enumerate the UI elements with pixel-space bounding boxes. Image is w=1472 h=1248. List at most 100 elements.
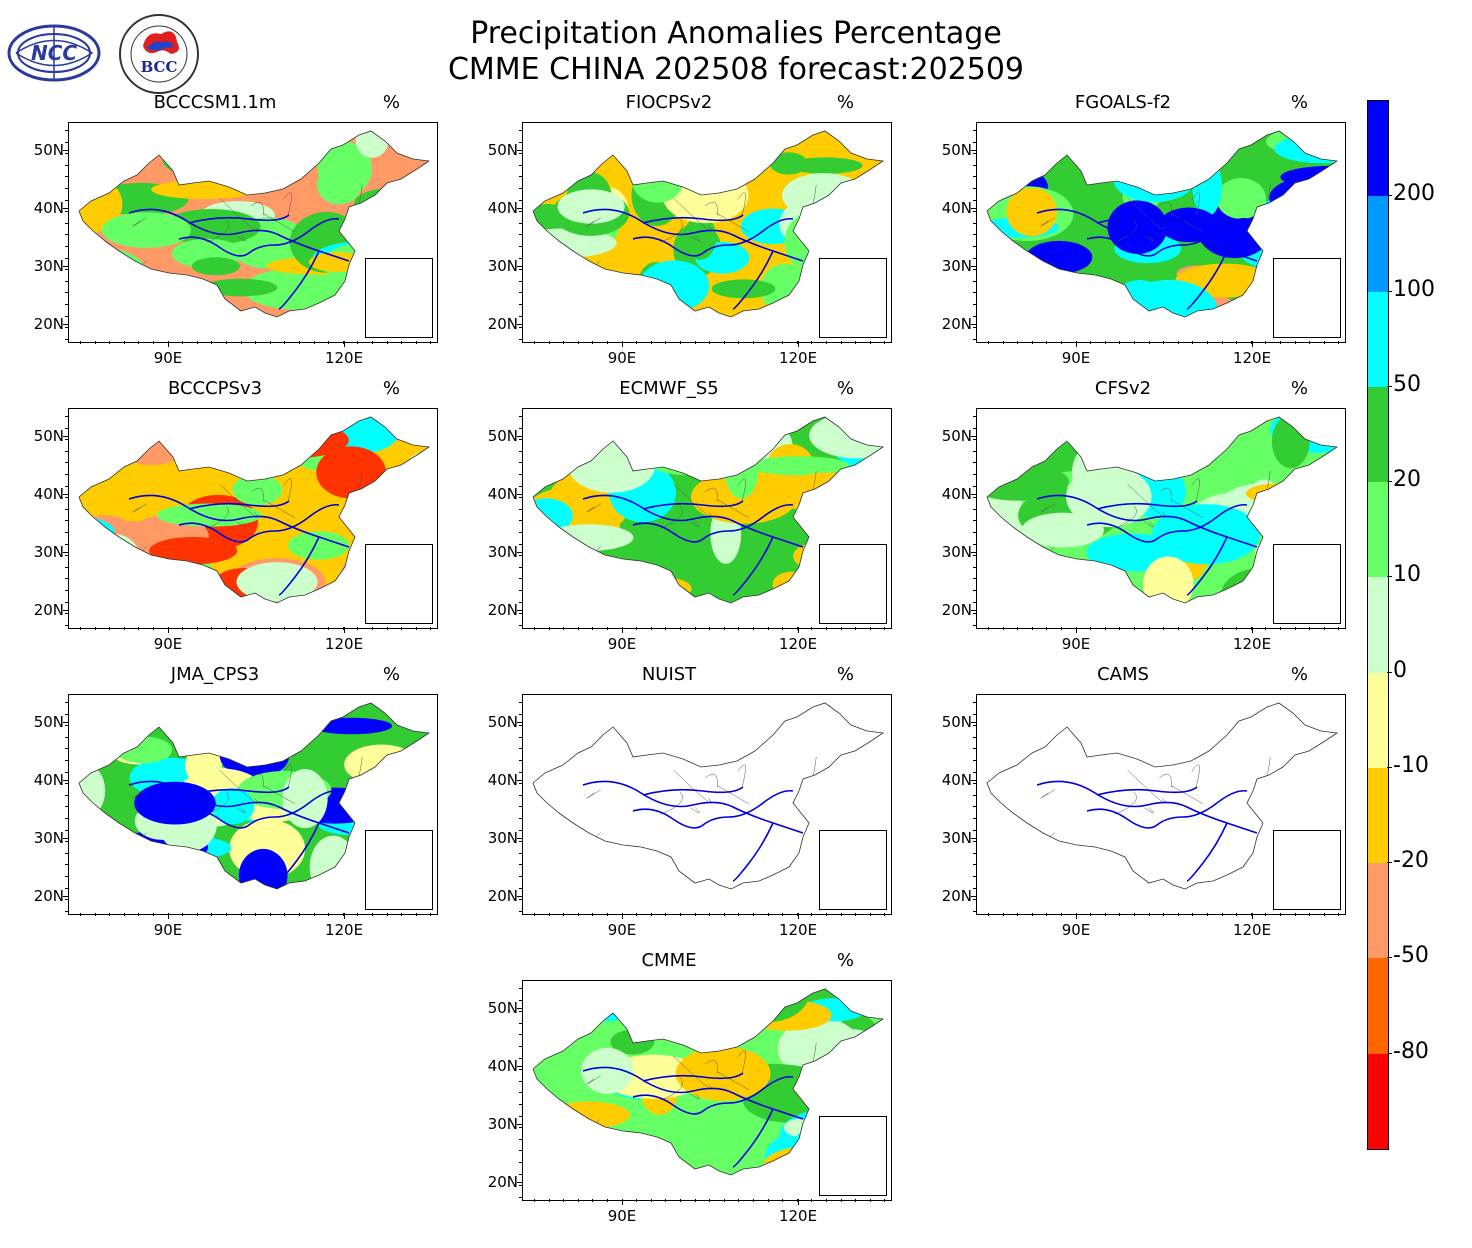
x-tick-label: 90E — [1061, 921, 1091, 939]
river-line — [178, 217, 340, 257]
river-line — [188, 786, 290, 796]
map-frame — [976, 694, 1346, 915]
y-tick-label: 30N — [487, 257, 518, 275]
panel-title: JMA_CPS3 — [170, 664, 260, 685]
svg-text:BCC: BCC — [141, 58, 178, 76]
y-tick-label: 50N — [487, 141, 518, 159]
x-tick-label: 120E — [324, 921, 364, 939]
country-border — [986, 416, 1339, 604]
colorbar-segment — [1368, 863, 1388, 959]
river-line — [1086, 789, 1248, 829]
colorbar-segment — [1368, 101, 1388, 197]
y-tick-label: 40N — [487, 1057, 518, 1075]
x-tick-label: 90E — [1061, 349, 1091, 367]
y-tick-label: 20N — [487, 601, 518, 619]
panel-title: BCCCPSv3 — [167, 378, 263, 399]
colorbar-segment — [1368, 386, 1388, 483]
y-tick-label: 30N — [33, 257, 64, 275]
country-border — [78, 702, 431, 890]
map-frame — [68, 408, 438, 629]
south-china-sea-inset — [819, 1116, 887, 1196]
map-frame — [68, 694, 438, 915]
colorbar-segment — [1368, 767, 1388, 864]
colorbar-label: -10 — [1393, 752, 1429, 778]
map-panel: NUIST% 50N 40N 30N 20N 90E 120E — [484, 664, 892, 939]
china-map — [78, 702, 431, 890]
country-border — [532, 988, 885, 1176]
y-tick-label: 40N — [33, 485, 64, 503]
country-border — [532, 702, 885, 890]
colorbar-segment — [1368, 672, 1388, 769]
y-tick-label: 50N — [487, 427, 518, 445]
x-tick-label: 120E — [1232, 349, 1272, 367]
south-china-sea-inset — [365, 258, 433, 338]
country-border — [986, 130, 1339, 318]
panel-unit: % — [1290, 378, 1308, 399]
y-tick-label: 20N — [33, 601, 64, 619]
panel-unit: % — [836, 664, 854, 685]
map-frame — [522, 980, 892, 1201]
map-panel: JMA_CPS3% 50N 40N 30N 20N 90E 120E — [30, 664, 438, 939]
x-tick-label: 120E — [1232, 635, 1272, 653]
river-line — [1096, 786, 1198, 796]
colorbar-segment — [1368, 291, 1388, 388]
map-panel: BCCCSM1.1m% 50N 40N 30N 20N 90E 120E — [30, 92, 438, 367]
river-line — [278, 250, 320, 310]
china-map — [986, 702, 1339, 890]
colorbar-label: 100 — [1393, 276, 1435, 302]
x-tick-label: 90E — [607, 635, 637, 653]
map-frame — [976, 408, 1346, 629]
map-frame — [976, 122, 1346, 343]
y-tick-label: 30N — [33, 829, 64, 847]
river-line — [642, 214, 744, 224]
river-line — [582, 494, 804, 548]
china-map — [78, 130, 431, 318]
map-panel: CMME% 50N 40N 30N 20N 90E 120E — [484, 950, 892, 1225]
y-tick-label: 50N — [941, 141, 972, 159]
x-tick-label: 120E — [778, 921, 818, 939]
river-line — [1086, 217, 1248, 257]
country-border — [532, 130, 885, 318]
y-tick-label: 40N — [941, 485, 972, 503]
panel-title: NUIST — [641, 664, 697, 685]
south-china-sea-inset — [819, 830, 887, 910]
panel-title: FGOALS-f2 — [1074, 92, 1172, 113]
south-china-sea-inset — [365, 544, 433, 624]
svg-text:NCC: NCC — [31, 41, 77, 65]
y-tick-label: 20N — [487, 1173, 518, 1191]
y-tick-label: 20N — [941, 601, 972, 619]
y-tick-label: 50N — [941, 713, 972, 731]
y-tick-label: 50N — [33, 141, 64, 159]
colorbar-label: -20 — [1393, 848, 1429, 874]
china-map — [78, 416, 431, 604]
y-tick-label: 20N — [33, 315, 64, 333]
map-panel: CFSv2% 50N 40N 30N 20N 90E 120E — [938, 378, 1346, 653]
y-tick-label: 30N — [941, 829, 972, 847]
colorbar-label: 20 — [1393, 467, 1421, 493]
colorbar-segment — [1368, 196, 1388, 293]
panel-title: CAMS — [1097, 664, 1149, 685]
river-line — [1036, 208, 1258, 262]
china-map — [532, 130, 885, 318]
x-tick-label: 90E — [1061, 635, 1091, 653]
y-tick-label: 30N — [941, 257, 972, 275]
river-line — [732, 822, 774, 882]
river-line — [188, 500, 290, 510]
y-tick-label: 20N — [487, 315, 518, 333]
river-line — [128, 494, 350, 548]
river-line — [278, 822, 320, 882]
colorbar-label: 50 — [1393, 371, 1421, 397]
y-tick-label: 30N — [941, 543, 972, 561]
panel-unit: % — [836, 950, 854, 971]
river-line — [632, 789, 794, 829]
river-line — [278, 536, 320, 596]
title-line-2: CMME CHINA 202508 forecast:202509 — [447, 52, 1025, 87]
river-line — [1096, 214, 1198, 224]
river-line — [1186, 536, 1228, 596]
map-frame — [522, 122, 892, 343]
panel-unit: % — [382, 664, 400, 685]
y-tick-label: 30N — [487, 829, 518, 847]
x-tick-label: 120E — [1232, 921, 1272, 939]
colorbar-label: 200 — [1393, 181, 1435, 207]
panel-unit: % — [382, 378, 400, 399]
